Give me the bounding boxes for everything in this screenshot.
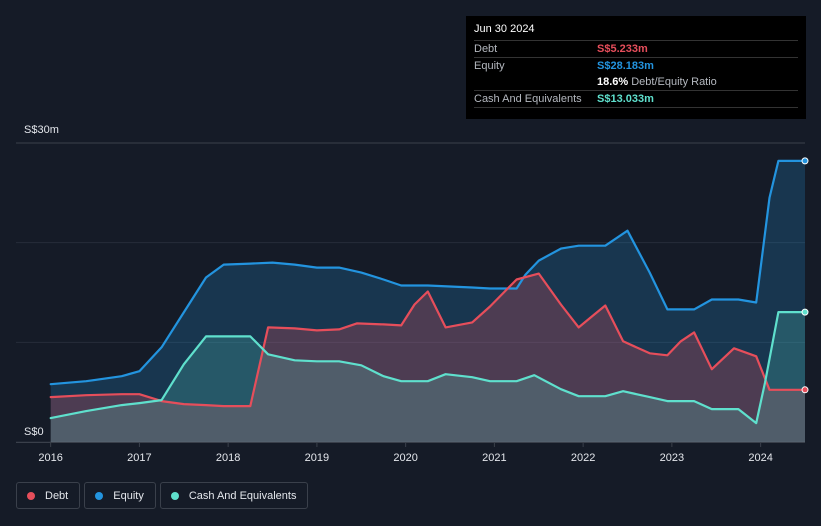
x-tick-label: 2023 [660, 452, 684, 464]
tooltip-row-debt: Debt S$5.233m [474, 40, 798, 57]
chart-legend: Debt Equity Cash And Equivalents [16, 482, 312, 509]
line-cash-and-equivalents [49, 311, 807, 425]
area-equity [50, 160, 805, 442]
y-tick-label: S$0 [24, 426, 44, 438]
grid-lines [16, 142, 805, 443]
area-cash-and-equivalents [50, 312, 805, 442]
tooltip-row-equity: Equity S$28.183m [474, 57, 798, 74]
tooltip-label-ratio [474, 74, 597, 90]
end-marker-equity [801, 157, 809, 165]
x-tick-label: 2021 [482, 452, 506, 464]
tooltip-label-equity: Equity [474, 60, 505, 72]
x-tick-label: 2020 [393, 452, 417, 464]
legend-item-cash[interactable]: Cash And Equivalents [159, 482, 309, 509]
tooltip-label-debt: Debt [474, 43, 498, 55]
area-debt [50, 273, 805, 442]
legend-dot-debt [27, 491, 35, 500]
tooltip-label-cash: Cash And Equivalents [474, 93, 582, 105]
tooltip-value-cash: S$13.033m [597, 93, 654, 105]
legend-label-cash: Cash And Equivalents [188, 489, 297, 502]
tooltip-row-ratio: 18.6% Debt/Equity Ratio [474, 74, 798, 90]
legend-item-debt[interactable]: Debt [16, 482, 81, 509]
end-marker-debt [801, 386, 809, 394]
x-tick-label: 2022 [571, 452, 595, 464]
legend-label-debt: Debt [45, 489, 69, 502]
x-tick-label: 2017 [127, 452, 151, 464]
y-tick-label: S$30m [24, 124, 59, 136]
axis-labels: S$30m S$0 2016 2017 2018 2019 2020 2021 2022 2023… [24, 124, 773, 464]
x-tick-label: 2018 [216, 452, 240, 464]
end-marker-cash-and-equivalents [801, 308, 809, 316]
line-equity [49, 159, 807, 386]
legend-item-equity[interactable]: Equity [84, 482, 156, 509]
legend-label-equity: Equity [113, 489, 144, 502]
tooltip-value-ratio: 18.6% [597, 76, 629, 88]
tooltip-ratio-suffix: Debt/Equity Ratio [631, 76, 717, 88]
end-markers [801, 157, 809, 394]
legend-dot-equity [95, 491, 104, 500]
x-tick-label: 2016 [38, 452, 62, 464]
legend-dot-cash [170, 491, 179, 500]
line-debt [49, 272, 807, 408]
data-tooltip: Jun 30 2024 Debt S$5.233m Equity S$28.18… [466, 16, 806, 119]
tooltip-row-cash: Cash And Equivalents S$13.033m [474, 90, 798, 108]
series-lines [49, 159, 807, 425]
series-areas [50, 160, 805, 442]
tooltip-date: Jun 30 2024 [474, 23, 535, 35]
tooltip-value-equity: S$28.183m [597, 60, 654, 72]
tooltip-value-debt: S$5.233m [597, 43, 648, 55]
x-tick-label: 2019 [305, 452, 329, 464]
x-tick-label: 2024 [748, 452, 772, 464]
